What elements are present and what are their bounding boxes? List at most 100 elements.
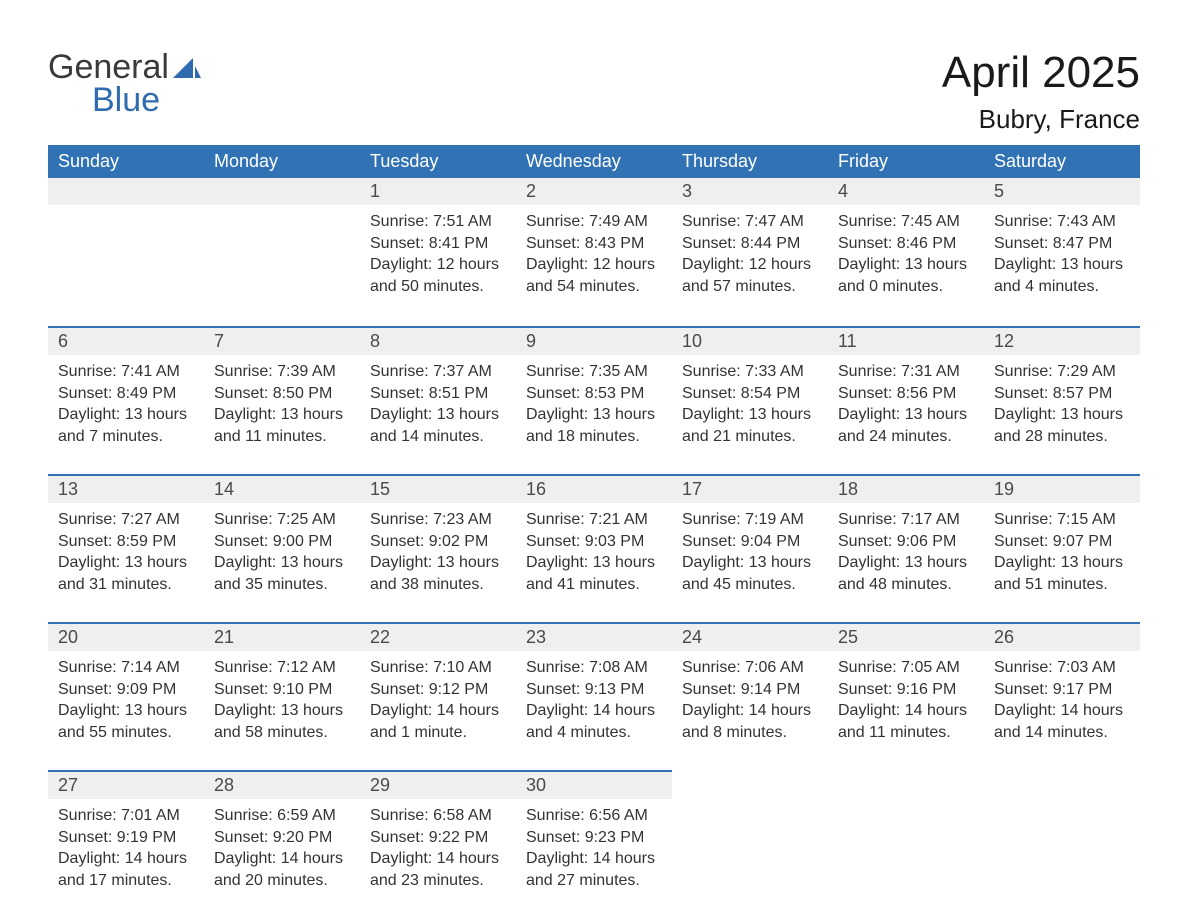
calendar-cell: 9Sunrise: 7:35 AMSunset: 8:53 PMDaylight…: [516, 326, 672, 474]
daylight-line: Daylight: 13 hours: [526, 552, 662, 574]
sunset-line: Sunset: 9:19 PM: [58, 827, 194, 849]
calendar-cell: 2Sunrise: 7:49 AMSunset: 8:43 PMDaylight…: [516, 178, 672, 326]
weekday-header: Friday: [828, 145, 984, 178]
sunset-line: Sunset: 9:10 PM: [214, 679, 350, 701]
daylight-line: Daylight: 14 hours: [370, 700, 506, 722]
daylight-line: Daylight: 13 hours: [214, 404, 350, 426]
daylight-line: and 4 minutes.: [994, 276, 1130, 298]
sunrise-line: Sunrise: 7:03 AM: [994, 657, 1130, 679]
sunrise-line: Sunrise: 7:10 AM: [370, 657, 506, 679]
calendar-cell: 5Sunrise: 7:43 AMSunset: 8:47 PMDaylight…: [984, 178, 1140, 326]
daylight-line: and 4 minutes.: [526, 722, 662, 744]
sunrise-line: Sunrise: 7:06 AM: [682, 657, 818, 679]
weekday-header: Wednesday: [516, 145, 672, 178]
calendar-cell: 28Sunrise: 6:59 AMSunset: 9:20 PMDayligh…: [204, 770, 360, 918]
daylight-line: Daylight: 13 hours: [682, 404, 818, 426]
sunset-line: Sunset: 8:51 PM: [370, 383, 506, 405]
sunset-line: Sunset: 9:03 PM: [526, 531, 662, 553]
day-number: 15: [360, 474, 516, 503]
brand-word-2: Blue: [92, 81, 160, 120]
daylight-line: and 54 minutes.: [526, 276, 662, 298]
sunset-line: Sunset: 9:04 PM: [682, 531, 818, 553]
brand-logo: General Blue: [48, 48, 201, 120]
day-number: 20: [48, 622, 204, 651]
sunset-line: Sunset: 8:56 PM: [838, 383, 974, 405]
page-header: General Blue April 2025 Bubry, France: [48, 48, 1140, 135]
calendar-cell: 21Sunrise: 7:12 AMSunset: 9:10 PMDayligh…: [204, 622, 360, 770]
day-number: 3: [672, 178, 828, 205]
daylight-line: and 17 minutes.: [58, 870, 194, 892]
calendar-cell: 27 Sunrise: 7:01 AMSunset: 9:19 PMDayligh…: [48, 770, 204, 918]
calendar-cell: [828, 770, 984, 918]
sunset-line: Sunset: 9:00 PM: [214, 531, 350, 553]
sunset-line: Sunset: 8:47 PM: [994, 233, 1130, 255]
calendar-cell: 25Sunrise: 7:05 AMSunset: 9:16 PMDayligh…: [828, 622, 984, 770]
calendar-cell: [672, 770, 828, 918]
daylight-line: Daylight: 13 hours: [58, 700, 194, 722]
day-number: 13: [48, 474, 204, 503]
daylight-line: Daylight: 13 hours: [994, 552, 1130, 574]
day-number: 24: [672, 622, 828, 651]
sunrise-line: Sunrise: 7:15 AM: [994, 509, 1130, 531]
sunset-line: Sunset: 8:59 PM: [58, 531, 194, 553]
daylight-line: and 24 minutes.: [838, 426, 974, 448]
sunrise-line: Sunrise: 7:01 AM: [58, 805, 194, 827]
daylight-line: and 41 minutes.: [526, 574, 662, 596]
sunset-line: Sunset: 9:14 PM: [682, 679, 818, 701]
calendar-cell: 12Sunrise: 7:29 AMSunset: 8:57 PMDayligh…: [984, 326, 1140, 474]
weekday-header: Thursday: [672, 145, 828, 178]
daylight-line: and 11 minutes.: [838, 722, 974, 744]
day-data: Sunrise: 7:31 AMSunset: 8:56 PMDaylight:…: [828, 355, 984, 457]
day-data: Sunrise: 7:35 AMSunset: 8:53 PMDaylight:…: [516, 355, 672, 457]
day-data: Sunrise: 7:23 AMSunset: 9:02 PMDaylight:…: [360, 503, 516, 605]
weekday-header: Sunday: [48, 145, 204, 178]
daylight-line: and 1 minute.: [370, 722, 506, 744]
sunrise-line: Sunrise: 7:27 AM: [58, 509, 194, 531]
day-number: 27: [48, 770, 204, 799]
sunrise-line: Sunrise: 7:33 AM: [682, 361, 818, 383]
day-data: Sunrise: 7:08 AMSunset: 9:13 PMDaylight:…: [516, 651, 672, 753]
daylight-line: and 51 minutes.: [994, 574, 1130, 596]
calendar-cell: 3Sunrise: 7:47 AMSunset: 8:44 PMDaylight…: [672, 178, 828, 326]
day-data: Sunrise: 7:15 AMSunset: 9:07 PMDaylight:…: [984, 503, 1140, 605]
sunset-line: Sunset: 9:22 PM: [370, 827, 506, 849]
daylight-line: Daylight: 13 hours: [214, 552, 350, 574]
daylight-line: Daylight: 14 hours: [58, 848, 194, 870]
calendar-table: Sunday Monday Tuesday Wednesday Thursday…: [48, 145, 1140, 918]
sunset-line: Sunset: 9:06 PM: [838, 531, 974, 553]
day-number: 14: [204, 474, 360, 503]
daylight-line: Daylight: 14 hours: [994, 700, 1130, 722]
day-data: Sunrise: 7:45 AMSunset: 8:46 PMDaylight:…: [828, 205, 984, 307]
daylight-line: and 35 minutes.: [214, 574, 350, 596]
sunset-line: Sunset: 9:09 PM: [58, 679, 194, 701]
day-number: 19: [984, 474, 1140, 503]
calendar-cell: [984, 770, 1140, 918]
daylight-line: Daylight: 14 hours: [838, 700, 974, 722]
calendar-cell: 16Sunrise: 7:21 AMSunset: 9:03 PMDayligh…: [516, 474, 672, 622]
daylight-line: Daylight: 14 hours: [214, 848, 350, 870]
day-data: Sunrise: 7:14 AMSunset: 9:09 PMDaylight:…: [48, 651, 204, 753]
day-number: 6: [48, 326, 204, 355]
day-data: Sunrise: 7:51 AMSunset: 8:41 PMDaylight:…: [360, 205, 516, 307]
sunrise-line: Sunrise: 7:19 AM: [682, 509, 818, 531]
day-number: 29: [360, 770, 516, 799]
daylight-line: Daylight: 12 hours: [682, 254, 818, 276]
calendar-cell: 11Sunrise: 7:31 AMSunset: 8:56 PMDayligh…: [828, 326, 984, 474]
sunset-line: Sunset: 9:02 PM: [370, 531, 506, 553]
day-data: Sunrise: 6:58 AMSunset: 9:22 PMDaylight:…: [360, 799, 516, 901]
day-number: 26: [984, 622, 1140, 651]
day-number: 30: [516, 770, 672, 799]
daylight-line: and 31 minutes.: [58, 574, 194, 596]
sunrise-line: Sunrise: 7:41 AM: [58, 361, 194, 383]
daylight-line: and 0 minutes.: [838, 276, 974, 298]
calendar-cell: 24Sunrise: 7:06 AMSunset: 9:14 PMDayligh…: [672, 622, 828, 770]
day-data: Sunrise: 6:56 AMSunset: 9:23 PMDaylight:…: [516, 799, 672, 901]
day-data: Sunrise: 7:21 AMSunset: 9:03 PMDaylight:…: [516, 503, 672, 605]
calendar-cell: 13Sunrise: 7:27 AMSunset: 8:59 PMDayligh…: [48, 474, 204, 622]
sunset-line: Sunset: 8:54 PM: [682, 383, 818, 405]
day-number: 2: [516, 178, 672, 205]
calendar-cell: 19Sunrise: 7:15 AMSunset: 9:07 PMDayligh…: [984, 474, 1140, 622]
daylight-line: Daylight: 14 hours: [526, 700, 662, 722]
daylight-line: Daylight: 13 hours: [526, 404, 662, 426]
daylight-line: Daylight: 14 hours: [370, 848, 506, 870]
